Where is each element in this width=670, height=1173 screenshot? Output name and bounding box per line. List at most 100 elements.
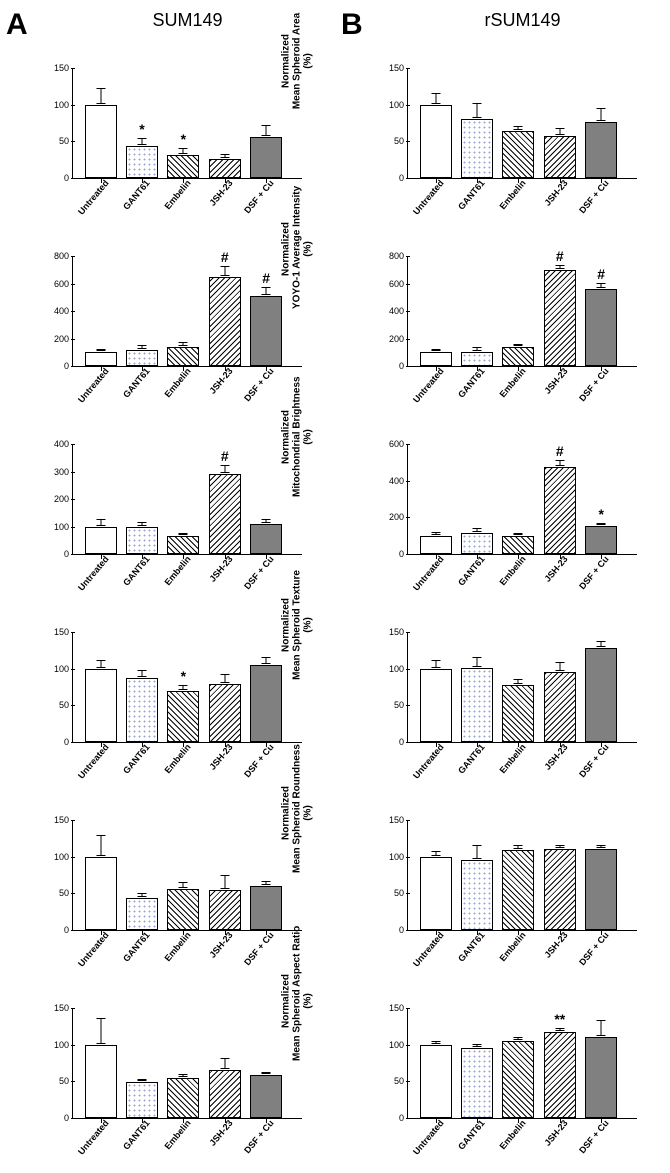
error-bar — [435, 1041, 436, 1044]
bar — [209, 474, 241, 554]
bar — [585, 289, 617, 366]
error-bar — [601, 1020, 602, 1036]
error-bar — [100, 835, 101, 856]
chart: Normalized YOYO-1 Average Intensity (%)0… — [353, 241, 653, 411]
bar — [544, 1032, 576, 1118]
y-tick: 50 — [43, 136, 69, 146]
x-axis-label: JSH-23 — [207, 742, 234, 772]
bar — [461, 533, 493, 554]
y-tick: 0 — [43, 925, 69, 935]
x-axis-label: DSF + Cu — [577, 366, 611, 403]
y-tick: 200 — [378, 334, 404, 344]
x-axis-label: Embelin — [498, 178, 528, 211]
bar — [167, 155, 199, 178]
error-bar — [141, 893, 142, 897]
bar — [585, 526, 617, 554]
x-axis-label: DSF + Cu — [242, 366, 276, 403]
bar — [209, 684, 241, 742]
error-bar — [435, 660, 436, 667]
bar — [461, 352, 493, 366]
x-axis-label: Embelin — [163, 1118, 193, 1151]
error-bar — [266, 881, 267, 885]
error-bar — [183, 533, 184, 535]
error-bar — [224, 1058, 225, 1068]
chart: Normalized YOYO-1 Average Intensity (%)0… — [18, 241, 318, 411]
x-axis-label: Embelin — [163, 742, 193, 775]
plot-area: 050100150UntreatedGANT61EmbelinJSH-23DSF… — [72, 1009, 302, 1119]
y-tick: 600 — [43, 279, 69, 289]
error-bar — [183, 685, 184, 689]
bar — [502, 1041, 534, 1118]
bar — [420, 1045, 452, 1118]
y-tick: 50 — [378, 888, 404, 898]
x-axis-label: GANT61 — [121, 554, 151, 588]
x-axis-label: GANT61 — [121, 742, 151, 776]
x-axis-label: DSF + Cu — [577, 1118, 611, 1155]
y-tick: 0 — [43, 549, 69, 559]
bar — [544, 467, 576, 554]
x-axis-label: Untreated — [76, 742, 111, 781]
error-bar — [266, 287, 267, 295]
error-bar — [601, 523, 602, 525]
plot-area: 0200400600UntreatedGANT61Embelin#JSH-23*… — [407, 445, 637, 555]
error-bar — [224, 465, 225, 473]
x-axis-label: JSH-23 — [542, 366, 569, 396]
y-tick: 200 — [43, 494, 69, 504]
plot-area: 050100150UntreatedGANT61*EmbelinJSH-23DS… — [72, 633, 302, 743]
error-bar — [435, 93, 436, 104]
error-bar — [559, 845, 560, 849]
chart: Normalized Mean Spheroid Area (%)0501001… — [18, 53, 318, 223]
x-axis-label: GANT61 — [456, 554, 486, 588]
x-axis-label: DSF + Cu — [577, 554, 611, 591]
error-bar — [183, 1074, 184, 1077]
error-bar — [518, 126, 519, 130]
plot-area: 050100150Untreated*GANT61*EmbelinJSH-23D… — [72, 69, 302, 179]
bar — [85, 669, 117, 742]
bar — [544, 672, 576, 742]
x-axis-label: Untreated — [411, 554, 446, 593]
bar — [209, 159, 241, 178]
error-bar — [266, 1072, 267, 1075]
bar — [167, 889, 199, 930]
error-bar — [266, 519, 267, 523]
bar — [167, 347, 199, 366]
error-bar — [559, 128, 560, 135]
x-axis-label: Untreated — [76, 178, 111, 217]
plot-area: 0100200300400UntreatedGANT61Embelin#JSH-… — [72, 445, 302, 555]
significance-marker: # — [262, 270, 270, 286]
bar — [209, 1070, 241, 1118]
bar — [461, 668, 493, 742]
bar — [502, 685, 534, 742]
error-bar — [476, 347, 477, 351]
y-tick: 150 — [43, 627, 69, 637]
x-axis-label: JSH-23 — [207, 178, 234, 208]
chart: Normalized Mean Spheroid Aspect Ratio (%… — [18, 993, 318, 1163]
y-tick: 0 — [378, 1113, 404, 1123]
bar — [461, 1048, 493, 1118]
chart: Normalized Mean Spheroid Roundness (%)05… — [353, 805, 653, 975]
y-tick: 0 — [378, 173, 404, 183]
y-tick: 150 — [43, 63, 69, 73]
bar — [502, 536, 534, 554]
x-axis-label: Untreated — [411, 1118, 446, 1157]
bar — [250, 665, 282, 742]
bar — [544, 849, 576, 930]
significance-marker: * — [181, 131, 186, 147]
error-bar — [224, 674, 225, 684]
bar — [420, 105, 452, 178]
error-bar — [266, 657, 267, 664]
y-tick: 0 — [378, 361, 404, 371]
x-axis-label: Embelin — [498, 742, 528, 775]
chart: Normalized Mitochondrial Brightness (%)0… — [18, 429, 318, 599]
y-axis-label: Normalized Mean Spheroid Roundness (%) — [281, 753, 314, 873]
y-tick: 0 — [43, 1113, 69, 1123]
y-tick: 0 — [378, 925, 404, 935]
plot-area: 050100150UntreatedGANT61Embelin**JSH-23D… — [407, 1009, 637, 1119]
error-bar — [518, 533, 519, 535]
y-axis-label: Normalized Mean Spheroid Texture (%) — [281, 565, 314, 685]
x-axis-label: DSF + Cu — [577, 178, 611, 215]
y-tick: 100 — [378, 1040, 404, 1050]
y-tick: 50 — [43, 700, 69, 710]
x-axis-label: Embelin — [498, 554, 528, 587]
significance-marker: # — [597, 266, 605, 282]
